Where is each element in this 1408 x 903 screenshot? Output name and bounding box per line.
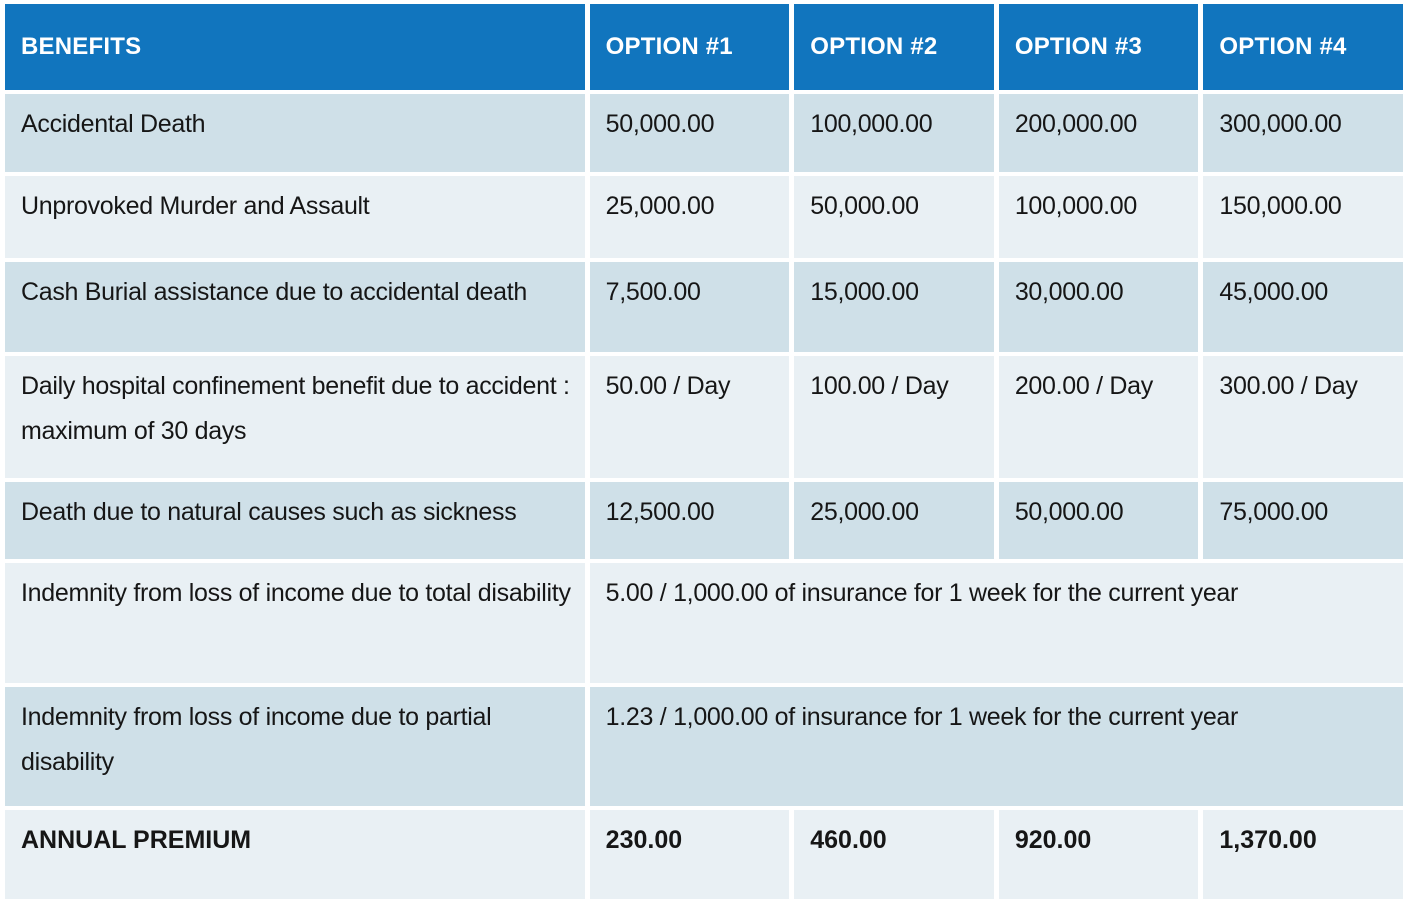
table-row-annual-premium: ANNUAL PREMIUM 230.00 460.00 920.00 1,37… <box>5 810 1403 899</box>
benefit-value: 150,000.00 <box>1203 176 1403 258</box>
benefit-value: 200,000.00 <box>998 94 1199 172</box>
benefit-value: 7,500.00 <box>589 262 790 352</box>
benefit-value: 45,000.00 <box>1203 262 1403 352</box>
benefit-value: 1,370.00 <box>1203 810 1403 899</box>
benefit-value: 200.00 / Day <box>998 356 1199 478</box>
benefit-value: 230.00 <box>589 810 790 899</box>
benefit-value: 100.00 / Day <box>794 356 994 478</box>
column-header-option-4: OPTION #4 <box>1203 4 1403 90</box>
benefit-label: Indemnity from loss of income due to par… <box>5 687 585 806</box>
benefit-value: 920.00 <box>998 810 1199 899</box>
benefit-label: Daily hospital confinement benefit due t… <box>5 356 585 478</box>
table-row-indemnity-total: Indemnity from loss of income due to tot… <box>5 563 1403 683</box>
benefit-value: 50.00 / Day <box>589 356 790 478</box>
table-row-cash-burial: Cash Burial assistance due to accidental… <box>5 262 1403 352</box>
benefit-value: 100,000.00 <box>998 176 1199 258</box>
benefit-value: 25,000.00 <box>589 176 790 258</box>
table-row-indemnity-partial: Indemnity from loss of income due to par… <box>5 687 1403 806</box>
benefit-value: 300.00 / Day <box>1203 356 1403 478</box>
benefit-label: Indemnity from loss of income due to tot… <box>5 563 585 683</box>
benefit-span-value: 1.23 / 1,000.00 of insurance for 1 week … <box>589 687 1403 806</box>
benefit-value: 50,000.00 <box>794 176 994 258</box>
table-row-accidental-death: Accidental Death 50,000.00 100,000.00 20… <box>5 94 1403 172</box>
benefit-value: 15,000.00 <box>794 262 994 352</box>
benefit-value: 100,000.00 <box>794 94 994 172</box>
benefit-value: 300,000.00 <box>1203 94 1403 172</box>
column-header-option-1: OPTION #1 <box>589 4 790 90</box>
benefit-label: ANNUAL PREMIUM <box>5 810 585 899</box>
benefit-label: Unprovoked Murder and Assault <box>5 176 585 258</box>
benefit-value: 12,500.00 <box>589 482 790 559</box>
table-row-daily-hospital: Daily hospital confinement benefit due t… <box>5 356 1403 478</box>
benefit-label: Death due to natural causes such as sick… <box>5 482 585 559</box>
column-header-option-3: OPTION #3 <box>998 4 1199 90</box>
benefit-value: 75,000.00 <box>1203 482 1403 559</box>
table-row-unprovoked-murder: Unprovoked Murder and Assault 25,000.00 … <box>5 176 1403 258</box>
benefit-span-value: 5.00 / 1,000.00 of insurance for 1 week … <box>589 563 1403 683</box>
benefit-value: 460.00 <box>794 810 994 899</box>
header-row: BENEFITS OPTION #1 OPTION #2 OPTION #3 O… <box>5 4 1403 90</box>
benefit-value: 30,000.00 <box>998 262 1199 352</box>
benefit-value: 50,000.00 <box>998 482 1199 559</box>
column-header-benefits: BENEFITS <box>5 4 585 90</box>
benefit-label: Accidental Death <box>5 94 585 172</box>
benefit-label: Cash Burial assistance due to accidental… <box>5 262 585 352</box>
benefit-value: 50,000.00 <box>589 94 790 172</box>
table-row-natural-death: Death due to natural causes such as sick… <box>5 482 1403 559</box>
column-header-option-2: OPTION #2 <box>794 4 994 90</box>
benefit-value: 25,000.00 <box>794 482 994 559</box>
